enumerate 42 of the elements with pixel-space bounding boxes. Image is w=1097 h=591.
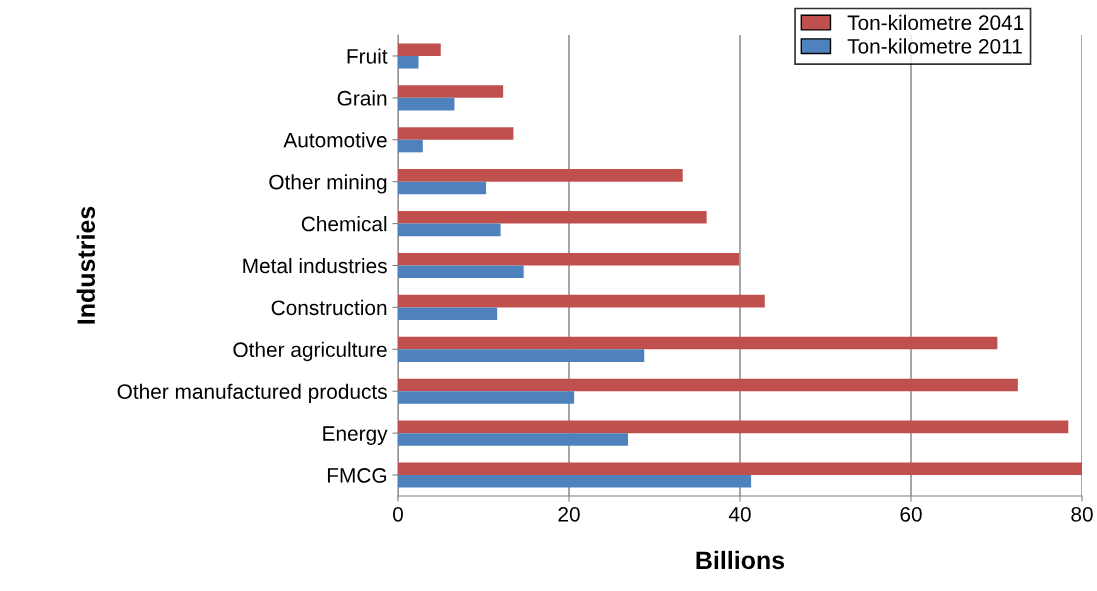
x-tick-label: 80 — [1071, 506, 1093, 522]
bar — [398, 462, 1082, 476]
y-tick-label: Metal industries — [243, 257, 387, 274]
y-tick-label: Chemical — [301, 216, 387, 232]
y-tick-label: Grain — [337, 90, 387, 106]
x-tick-label: 20 — [558, 506, 580, 522]
bar — [398, 181, 487, 195]
bar — [398, 294, 765, 308]
bar — [398, 223, 501, 237]
y-tick-label: FMCG — [327, 468, 387, 483]
bar — [398, 378, 1018, 392]
bar — [398, 252, 740, 266]
x-tick-label: 40 — [728, 506, 751, 522]
bar — [398, 43, 441, 56]
bar — [398, 211, 707, 224]
bar — [398, 307, 498, 320]
y-tick-label: Other manufactured products — [117, 383, 387, 404]
legend-label: Ton-kilometre 2041 — [847, 14, 1024, 31]
y-tick-label: Fruit — [347, 48, 388, 64]
bar — [398, 127, 514, 140]
x-tick-label: 60 — [900, 506, 922, 522]
bar — [398, 55, 419, 69]
bar — [398, 97, 455, 111]
y-tick-label: Automotive — [283, 132, 387, 148]
bar — [398, 336, 998, 350]
y-tick-label: Other mining — [269, 174, 387, 194]
bar — [398, 169, 683, 182]
y-tick-label: Energy — [323, 426, 388, 446]
y-tick-label: Construction — [271, 299, 387, 316]
bar — [398, 349, 645, 362]
bar — [398, 475, 752, 488]
bar — [398, 265, 524, 279]
bar — [398, 139, 423, 153]
bar — [398, 420, 1069, 434]
bar — [398, 433, 628, 446]
x-tick-label: 0 — [393, 506, 403, 522]
bar — [398, 85, 504, 98]
x-axis-title: Billions — [696, 550, 785, 570]
y-axis-title: Industries — [76, 206, 96, 324]
y-tick-label: Other agriculture — [233, 341, 387, 362]
legend-label: Ton-kilometre 2011 — [847, 38, 1022, 54]
bar — [398, 391, 575, 404]
